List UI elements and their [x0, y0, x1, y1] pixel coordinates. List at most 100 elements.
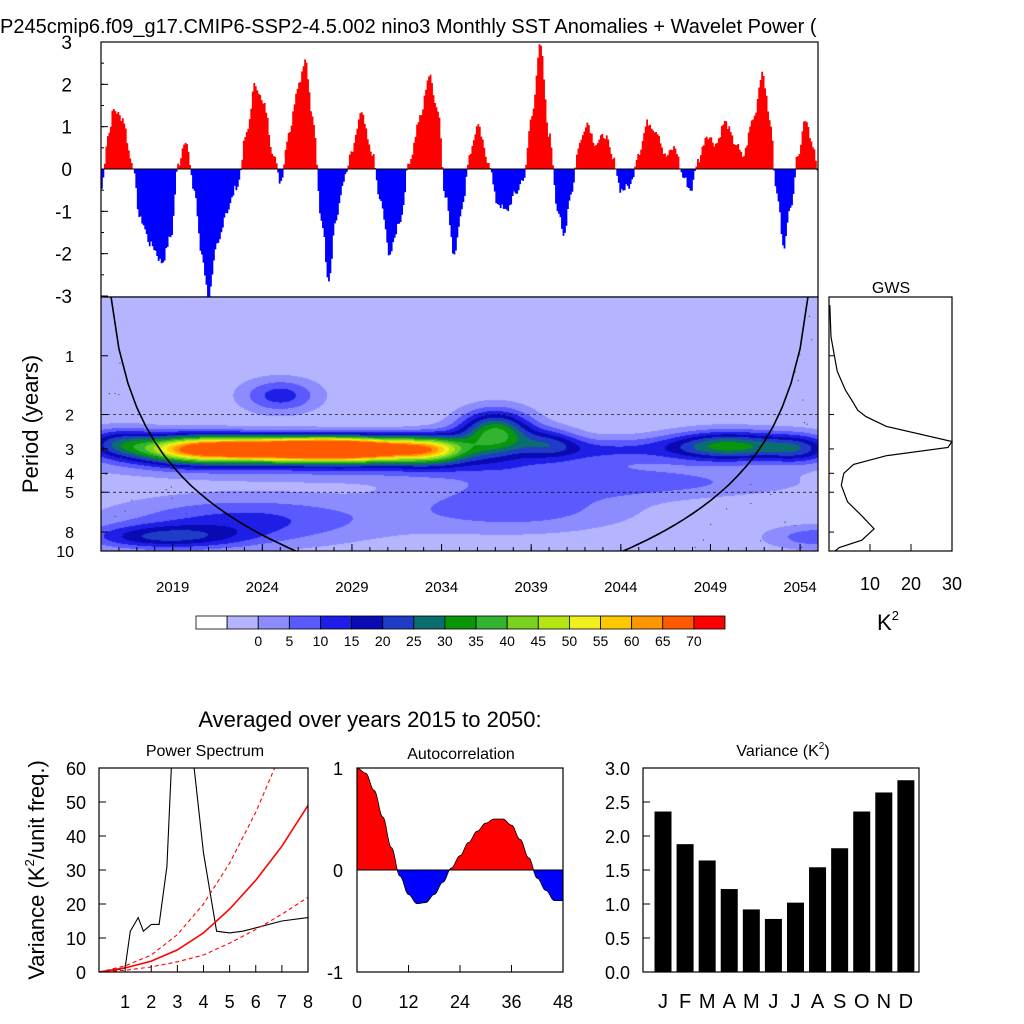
positive-anomaly-area [103, 44, 817, 169]
autocorrelation-positive-area [357, 768, 534, 870]
power-spectrum-title: Power Spectrum [146, 743, 264, 760]
coi-stipple [170, 486, 172, 488]
coi-stipple [811, 339, 813, 341]
power-spectrum-xtick-label: 2 [146, 992, 156, 1012]
coi-stipple [105, 473, 107, 475]
averaged-title: Averaged over years 2015 to 2050: [198, 707, 541, 732]
timeseries-ytick-label: 1 [61, 118, 72, 139]
colorbar: 0 5 10 15 20 25 30 35 40 45 50 55 60 65 70 [195, 615, 726, 649]
variance-month-label: D [899, 991, 913, 1013]
coi-stipple [169, 463, 171, 465]
wavelet-ytick-label: 1 [65, 349, 74, 366]
coi-stipple [806, 423, 808, 425]
colorbar-swatch [506, 615, 539, 630]
wavelet-xtick-label: 2039 [515, 579, 548, 596]
coi-stipple [131, 499, 133, 501]
wavelet-ytick-label: 3 [65, 442, 74, 459]
variance-month-label: J [790, 991, 800, 1013]
coi-stipple [171, 497, 173, 499]
coi-stipple [702, 539, 705, 541]
coi-stipple [118, 393, 120, 396]
coi-stipple [124, 510, 126, 512]
colorbar-swatch [444, 615, 477, 630]
variance-bar [764, 918, 782, 972]
coi-stipple [781, 492, 783, 494]
colorbar-swatch [226, 615, 259, 630]
coi-stipple [808, 315, 810, 317]
wavelet-xtick-label: 2054 [783, 579, 816, 596]
gws-panel: GWS 10 20 30 K2 [828, 280, 962, 635]
power-spectrum-xtick-label: 4 [198, 992, 208, 1012]
wavelet-ytick-label: 2 [65, 408, 74, 425]
coi-stipple [114, 515, 116, 518]
colorbar-swatch [195, 615, 228, 630]
power-spectrum-upper-bound-line [99, 768, 276, 972]
autocorrelation-ytick-label: 0 [333, 861, 343, 881]
wavelet-ytick-label: 4 [65, 466, 74, 483]
wavelet-xtick-label: 2024 [246, 579, 279, 596]
colorbar-swatch [320, 615, 352, 630]
coi-stipple [750, 502, 752, 505]
variance-title: Variance (K2) [736, 741, 829, 760]
coi-stipple [800, 546, 803, 548]
gws-xtick-label: 10 [860, 574, 880, 594]
timeseries-ytick-label: 3 [61, 33, 72, 54]
coi-stipple [694, 546, 696, 548]
power-spectrum-ytick-label: 10 [66, 929, 86, 949]
wavelet-xtick-label: 2034 [425, 579, 458, 596]
coi-stipple [811, 413, 813, 415]
autocorrelation-xtick-label: 36 [501, 992, 521, 1012]
coi-stipple [244, 535, 246, 537]
colorbar-label: 15 [344, 633, 360, 649]
coi-stipple [164, 461, 166, 463]
coi-stipple [799, 354, 801, 356]
variance-ytick-label: 2.5 [605, 793, 630, 813]
coi-stipple [122, 535, 124, 537]
colorbar-swatch [351, 615, 384, 630]
timeseries-ytick-label: 2 [61, 75, 72, 96]
power-spectrum-ytick-label: 60 [66, 759, 86, 779]
coi-stipple [725, 508, 728, 510]
colorbar-label: 65 [655, 633, 671, 649]
timeseries-panel: 3 2 1 0 -1 -2 -3 [55, 33, 819, 308]
colorbar-swatch [600, 615, 633, 630]
coi-stipple [803, 422, 806, 424]
coi-stipple [794, 371, 796, 373]
variance-month-label: J [658, 991, 668, 1013]
power-spectrum-frame [98, 767, 309, 973]
power-spectrum-xtick-label: 5 [225, 992, 235, 1012]
power-spectrum-xtick-label: 7 [277, 992, 287, 1012]
autocorrelation-title: Autocorrelation [407, 746, 515, 763]
colorbar-label: 60 [624, 633, 640, 649]
main-title: P245cmip6.f09_g17.CMIP6-SSP2-4.5.002 nin… [0, 16, 817, 38]
wavelet-xtick-label: 2049 [694, 579, 727, 596]
coi-stipple [156, 455, 158, 457]
coi-stipple [794, 524, 796, 527]
variance-month-label: O [854, 991, 870, 1013]
wavelet-power-heatmap [101, 297, 818, 551]
colorbar-label: 45 [531, 633, 547, 649]
timeseries-ytick-label: -1 [55, 202, 72, 223]
colorbar-swatch [413, 615, 446, 630]
coi-stipple [731, 482, 733, 484]
gws-title: GWS [872, 280, 910, 297]
variance-bar [897, 780, 915, 972]
gws-xtick-label: 20 [901, 574, 921, 594]
power-spectrum-ytick-label: 20 [66, 895, 86, 915]
variance-month-label: M [743, 991, 760, 1013]
timeseries-ytick-label: -2 [55, 245, 72, 266]
autocorrelation-curve [356, 767, 563, 905]
power-spectrum-xtick-label: 1 [120, 992, 130, 1012]
power-spectrum-ytick-label: 40 [66, 827, 86, 847]
gws-curve [829, 305, 953, 552]
wavelet-xtick-label: 2029 [335, 579, 368, 596]
power-spectrum-xtick-label: 6 [251, 992, 261, 1012]
power-spectrum-ytick-label: 0 [76, 963, 86, 983]
wavelet-xtick-label: 2019 [156, 579, 189, 596]
autocorrelation-panel: Autocorrelation 0 12 24 36 48 1 0 -1 [327, 746, 573, 1012]
coi-stipple [802, 399, 804, 401]
colorbar-label: 20 [375, 633, 391, 649]
variance-ytick-label: 2.0 [605, 827, 630, 847]
wavelet-ytick-label: 10 [56, 544, 74, 561]
